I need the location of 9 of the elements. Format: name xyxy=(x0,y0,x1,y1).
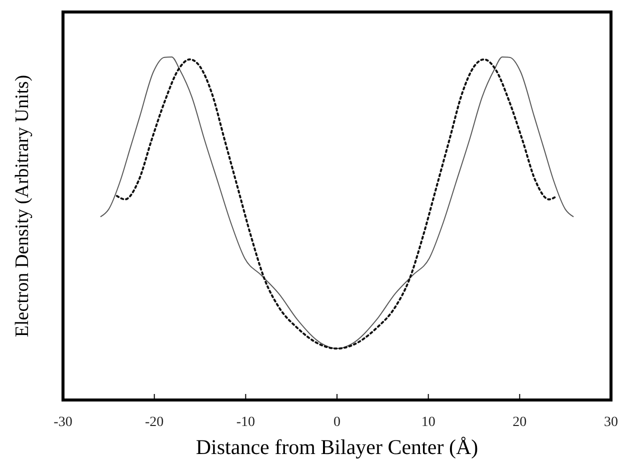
x-tick-label: -10 xyxy=(236,415,256,430)
x-tick-label: -20 xyxy=(144,415,164,430)
x-axis-title: Distance from Bilayer Center (Å) xyxy=(196,435,478,459)
y-axis-title: Electron Density (Arbitrary Units) xyxy=(12,74,33,338)
x-tick-label: -30 xyxy=(54,415,72,430)
x-tick-label: 0 xyxy=(334,415,340,430)
x-tick-label: 10 xyxy=(421,415,436,430)
x-tick-label: 30 xyxy=(604,415,618,430)
x-tick-label: 20 xyxy=(512,415,527,430)
